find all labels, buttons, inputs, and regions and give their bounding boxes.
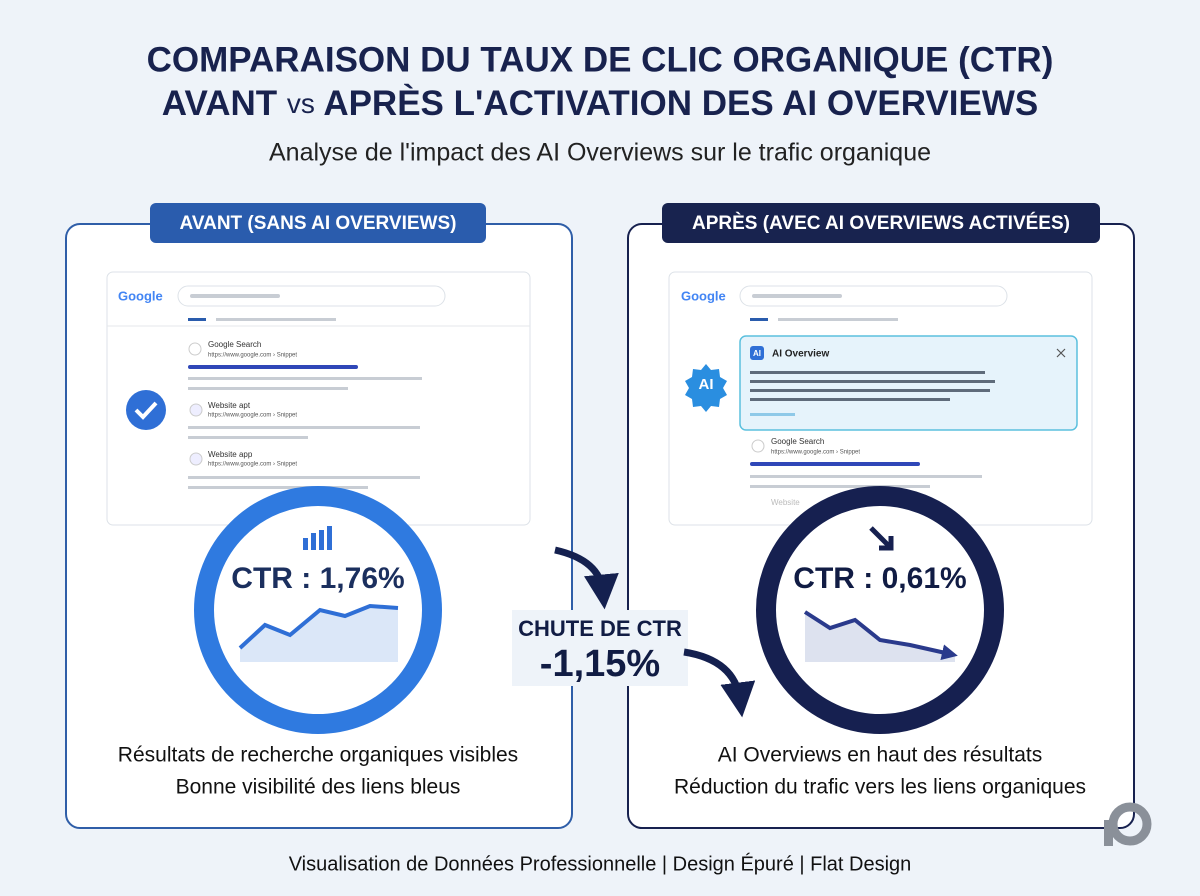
drop-value: -1,15% — [540, 643, 660, 685]
ai-icon — [750, 346, 764, 360]
title-part: AVANT — [162, 84, 277, 123]
result-url: https://www.google.com › Snippet — [208, 353, 297, 359]
line — [750, 380, 995, 383]
bar-icon — [303, 526, 332, 550]
result-url: https://www.google.com › Snippet — [771, 450, 860, 456]
ctr-circle — [756, 486, 1004, 734]
tabs — [778, 318, 898, 321]
line — [750, 398, 950, 401]
line — [750, 371, 985, 374]
line — [188, 436, 308, 439]
logo-mark — [1104, 802, 1152, 846]
logo: Google — [118, 288, 163, 303]
line — [188, 426, 420, 429]
arrow — [554, 546, 619, 610]
ai-badge — [685, 364, 727, 412]
result-title: Website apt — [208, 401, 251, 410]
link-bar — [188, 365, 358, 369]
tab — [750, 318, 768, 321]
panel-label: APRÈS (AVEC AI OVERVIEWS ACTIVÉES) — [692, 212, 1070, 234]
arrow — [683, 648, 756, 718]
line — [188, 387, 348, 390]
title: AVANT vs APRÈS L'ACTIVATION DES AI OVERV… — [162, 83, 1038, 123]
line — [188, 377, 422, 380]
search-bar — [177, 285, 446, 307]
trend-line — [238, 603, 399, 650]
check — [134, 401, 158, 420]
down-icon — [869, 526, 894, 551]
drop-label: CHUTE DE CTR — [518, 616, 682, 641]
placeholder — [752, 294, 842, 298]
caption: AI Overviews en haut des résultats — [718, 744, 1043, 767]
panel-label-bg — [662, 203, 1100, 243]
caption: Bonne visibilité des liens bleus — [176, 776, 461, 799]
placeholder — [190, 294, 280, 298]
footer: Visualisation de Données Professionnelle… — [289, 852, 912, 875]
link-bar — [750, 462, 920, 466]
line — [188, 486, 368, 489]
line — [750, 413, 795, 416]
line — [750, 475, 982, 478]
panel-label-bg — [150, 203, 486, 243]
result-title: Google Search — [771, 437, 824, 446]
result-title: Google Search — [208, 340, 261, 349]
trend-area — [240, 606, 398, 662]
title-part: APRÈS L'ACTIVATION DES AI OVERVIEWS — [323, 83, 1038, 123]
panel-label: AVANT (SANS AI OVERVIEWS) — [180, 213, 457, 234]
subtitle: Analyse de l'impact des AI Overviews sur… — [269, 139, 931, 167]
result-url: https://www.google.com › Snippet — [208, 413, 297, 419]
ai-icon-text: AI — [753, 349, 761, 358]
ai-overview-title: AI Overview — [772, 349, 829, 360]
trend-line — [803, 610, 958, 661]
tab — [188, 318, 206, 321]
middle-bg — [512, 610, 688, 686]
favicon — [189, 403, 203, 417]
caption: Résultats de recherche organiques visibl… — [118, 744, 518, 767]
line — [188, 476, 420, 479]
favicon — [188, 342, 202, 356]
title-part: vs — [287, 88, 315, 119]
ai-badge-text: AI — [699, 376, 714, 393]
favicon — [751, 439, 765, 453]
result-url: https://www.google.com › Snippet — [208, 462, 297, 468]
ctr-value: CTR : 1,76% — [231, 562, 404, 595]
check-icon — [126, 390, 166, 430]
result-title: Website — [771, 498, 800, 507]
line — [750, 389, 990, 392]
close-icon — [1056, 348, 1066, 358]
line — [750, 485, 930, 488]
caption: Réduction du trafic vers les liens organ… — [674, 776, 1086, 799]
logo: Google — [681, 288, 726, 303]
tabs — [216, 318, 336, 321]
result-title: Website app — [208, 450, 253, 459]
ctr-value: CTR : 0,61% — [793, 562, 966, 595]
title: COMPARAISON DU TAUX DE CLIC ORGANIQUE (C… — [147, 40, 1054, 79]
favicon — [189, 452, 203, 466]
search-bar — [739, 285, 1008, 307]
